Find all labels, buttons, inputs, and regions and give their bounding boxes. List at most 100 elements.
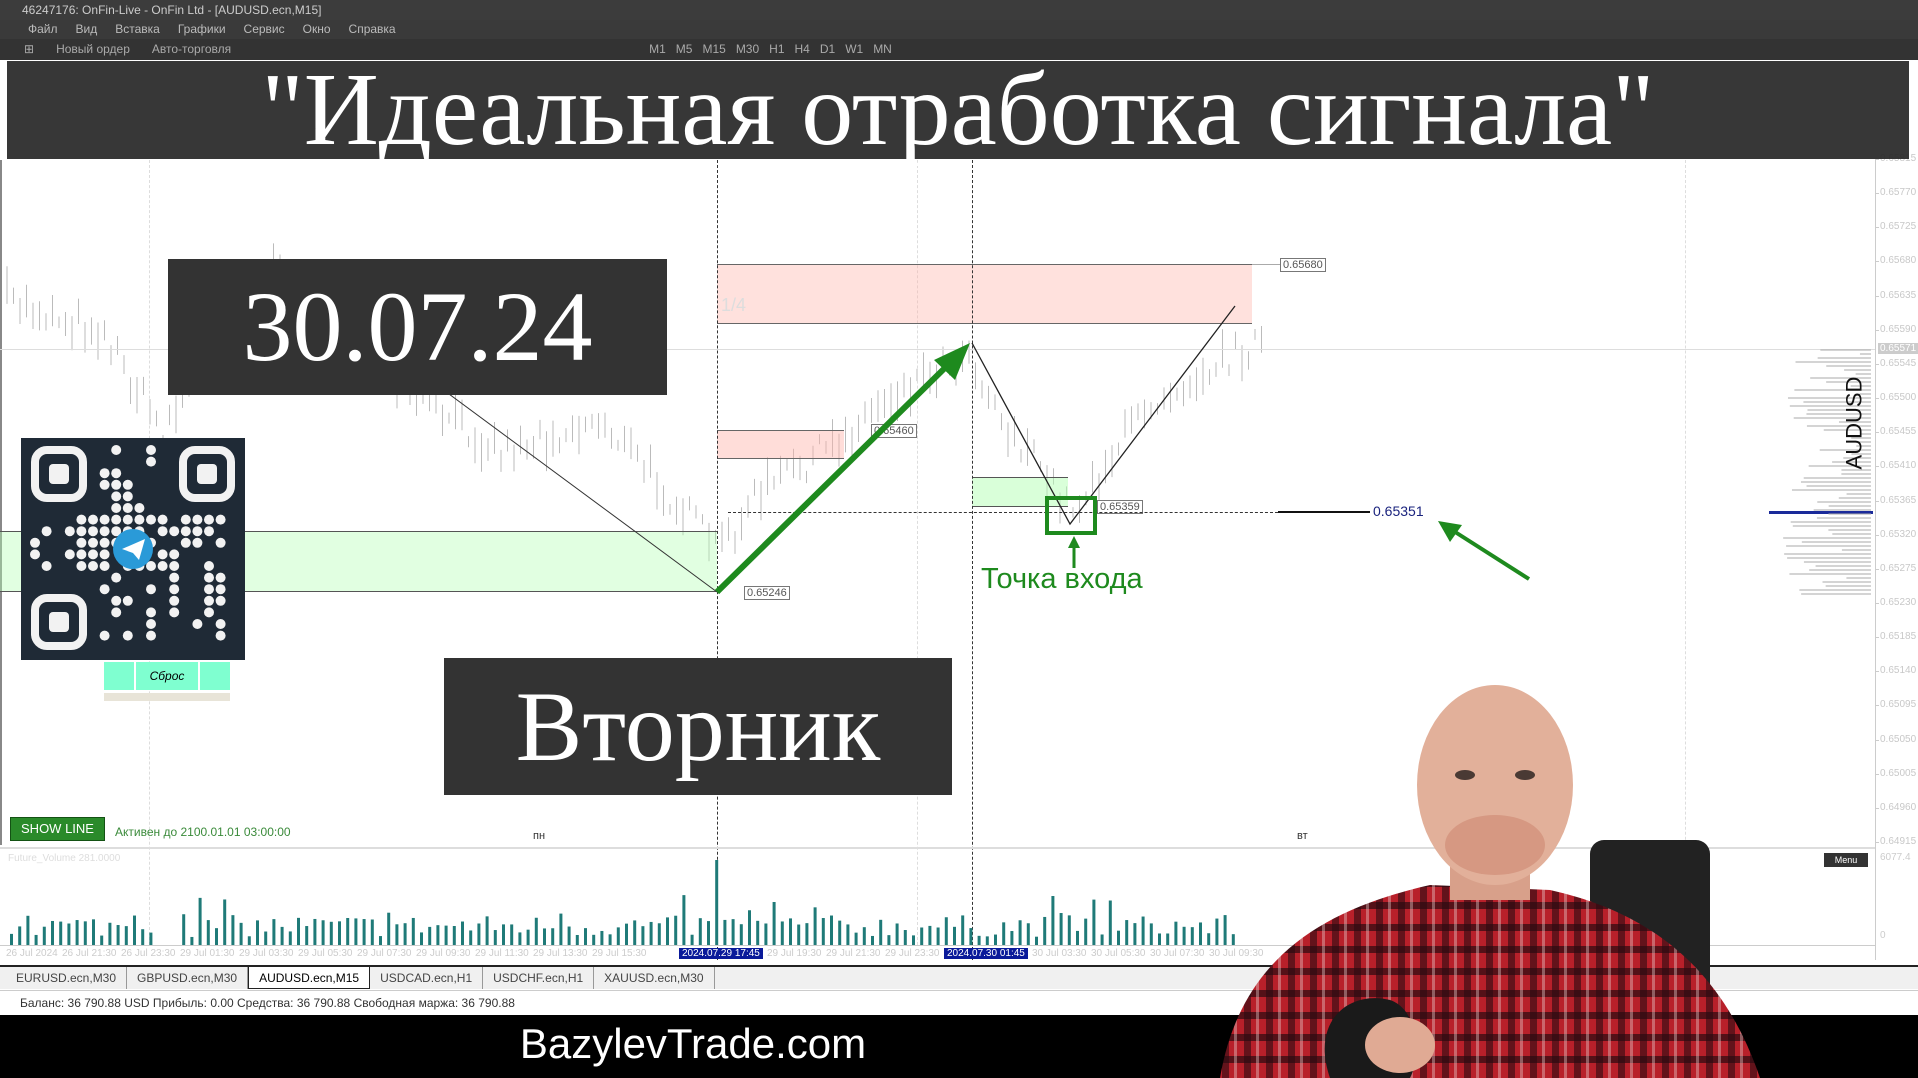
license-status: Активен до 2100.01.01 03:00:00 <box>115 825 291 839</box>
volume-bar <box>100 935 104 945</box>
volume-bar <box>821 918 825 945</box>
menu-window[interactable]: Окно <box>302 22 331 36</box>
timeframe-mn[interactable]: MN <box>873 42 892 56</box>
menu-charts[interactable]: Графики <box>177 22 226 36</box>
price-axis-label: 0.65770 <box>1874 187 1917 199</box>
show-line-button[interactable]: SHOW LINE <box>10 817 105 841</box>
price-axis-label: 0.65545 <box>1874 357 1917 369</box>
new-order-button[interactable]: Новый ордер <box>56 42 130 56</box>
volume-bar <box>657 923 661 945</box>
volume-bar <box>370 919 374 945</box>
price-axis-label: 0.65725 <box>1874 221 1917 233</box>
telegram-qr-code[interactable] <box>21 438 245 660</box>
chart-tab[interactable]: XAUUSD.ecn,M30 <box>594 967 715 989</box>
time-axis-label: 30 Jul 05:30 <box>1091 948 1146 959</box>
menu-help[interactable]: Справка <box>348 22 396 36</box>
volume-bar <box>264 931 268 945</box>
timeframe-m5[interactable]: M5 <box>675 42 693 56</box>
chart-tab[interactable]: USDCHF.ecn,H1 <box>483 967 595 989</box>
volume-bar <box>600 930 604 945</box>
price-axis-label: 0.65365 <box>1874 494 1917 506</box>
volume-bar <box>1207 933 1211 945</box>
price-axis-label: 0.65230 <box>1874 596 1917 608</box>
volume-bar <box>805 923 809 945</box>
demand-zone-small <box>972 477 1068 507</box>
volume-bar <box>1149 923 1153 945</box>
volume-bar <box>395 924 399 945</box>
price-axis-label: 0.64915 <box>1874 836 1917 847</box>
timeframe-m1[interactable]: M1 <box>649 42 666 56</box>
volume-bar <box>608 934 612 945</box>
volume-bar <box>846 924 850 945</box>
timeframe-h1[interactable]: H1 <box>769 42 785 56</box>
timeframe-w1[interactable]: W1 <box>845 42 864 56</box>
volume-bar <box>1117 930 1120 945</box>
menu-file[interactable]: Файл <box>28 22 58 36</box>
volume-bar <box>862 927 866 945</box>
volume-bar <box>1108 900 1112 945</box>
hand <box>1365 1017 1435 1073</box>
current-price-tag: 0.65571 <box>1878 343 1918 354</box>
panel-cell[interactable] <box>104 662 134 690</box>
menu-tools[interactable]: Сервис <box>243 22 285 36</box>
volume-bar <box>830 915 833 945</box>
volume-bar <box>567 926 571 945</box>
time-axis-label: 2024.07.30 01:45 <box>944 948 1028 959</box>
volume-bar <box>625 923 628 945</box>
volume-bar <box>1158 933 1161 945</box>
chart-tab[interactable]: EURUSD.ecn,M30 <box>6 967 128 989</box>
indicator-menu-button[interactable]: Menu <box>1824 853 1868 867</box>
volume-bar <box>969 928 973 945</box>
volume-bar <box>387 912 391 945</box>
panel-slider[interactable] <box>104 693 230 701</box>
time-axis-label: 26 Jul 2024 <box>6 948 58 959</box>
timeframe-m15[interactable]: M15 <box>702 42 726 56</box>
timeframe-d1[interactable]: D1 <box>819 42 836 56</box>
price-axis[interactable]: 0.658150.657700.657250.656800.656350.655… <box>1874 153 1918 960</box>
auto-trading-button[interactable]: Авто-торговля <box>151 42 232 56</box>
time-axis-label: 29 Jul 13:30 <box>533 948 588 959</box>
volume-bar <box>182 914 186 945</box>
volume-bar <box>698 918 702 945</box>
time-axis-label: 29 Jul 21:30 <box>826 948 881 959</box>
volume-bar <box>633 920 637 945</box>
new-chart-button[interactable]: ⊞ <box>24 42 35 56</box>
volume-bar <box>51 920 54 945</box>
volume-bar <box>403 923 407 945</box>
volume-bar <box>1190 927 1194 945</box>
price-axis-label: 0.65005 <box>1874 767 1917 779</box>
volume-bar <box>879 919 883 945</box>
price-axis-label: 0.65095 <box>1874 699 1917 711</box>
volume-bar <box>1223 915 1227 945</box>
time-axis-label: 26 Jul 21:30 <box>62 948 117 959</box>
volume-bar <box>502 924 505 945</box>
volume-bar <box>1076 930 1079 945</box>
volume-bar <box>1100 934 1104 945</box>
volume-bar <box>59 921 63 945</box>
menu-insert[interactable]: Вставка <box>115 22 160 36</box>
volume-bar <box>731 919 735 945</box>
volume-bar <box>420 932 423 945</box>
menu-view[interactable]: Вид <box>75 22 98 36</box>
entry-point-label: Точка входа <box>981 563 1143 595</box>
volume-bar <box>551 928 555 945</box>
timeframe-m30[interactable]: M30 <box>735 42 760 56</box>
price-axis-label: 0.64960 <box>1874 801 1917 813</box>
chart-tab[interactable]: AUDUSD.ecn,M15 <box>248 967 371 989</box>
volume-bar <box>354 918 358 945</box>
volume-bar <box>518 932 522 945</box>
time-axis-label: 29 Jul 19:30 <box>767 948 822 959</box>
chart-tab[interactable]: GBPUSD.ecn,M30 <box>127 967 249 989</box>
volume-bar <box>477 923 481 945</box>
volume-bar <box>362 919 366 945</box>
chart-tab[interactable]: USDCAD.ecn,H1 <box>370 967 484 989</box>
panel-cell[interactable] <box>200 662 230 690</box>
day-label-tue: вт <box>1297 830 1308 842</box>
price-axis-label: 0.65410 <box>1874 460 1917 472</box>
volume-bar <box>10 933 13 945</box>
volume-bar <box>428 926 432 945</box>
menu-bar: Файл Вид Вставка Графики Сервис Окно Спр… <box>0 20 1918 39</box>
reset-button[interactable]: Сброс <box>136 662 198 690</box>
volume-bar <box>928 925 932 945</box>
timeframe-h4[interactable]: H4 <box>794 42 810 56</box>
